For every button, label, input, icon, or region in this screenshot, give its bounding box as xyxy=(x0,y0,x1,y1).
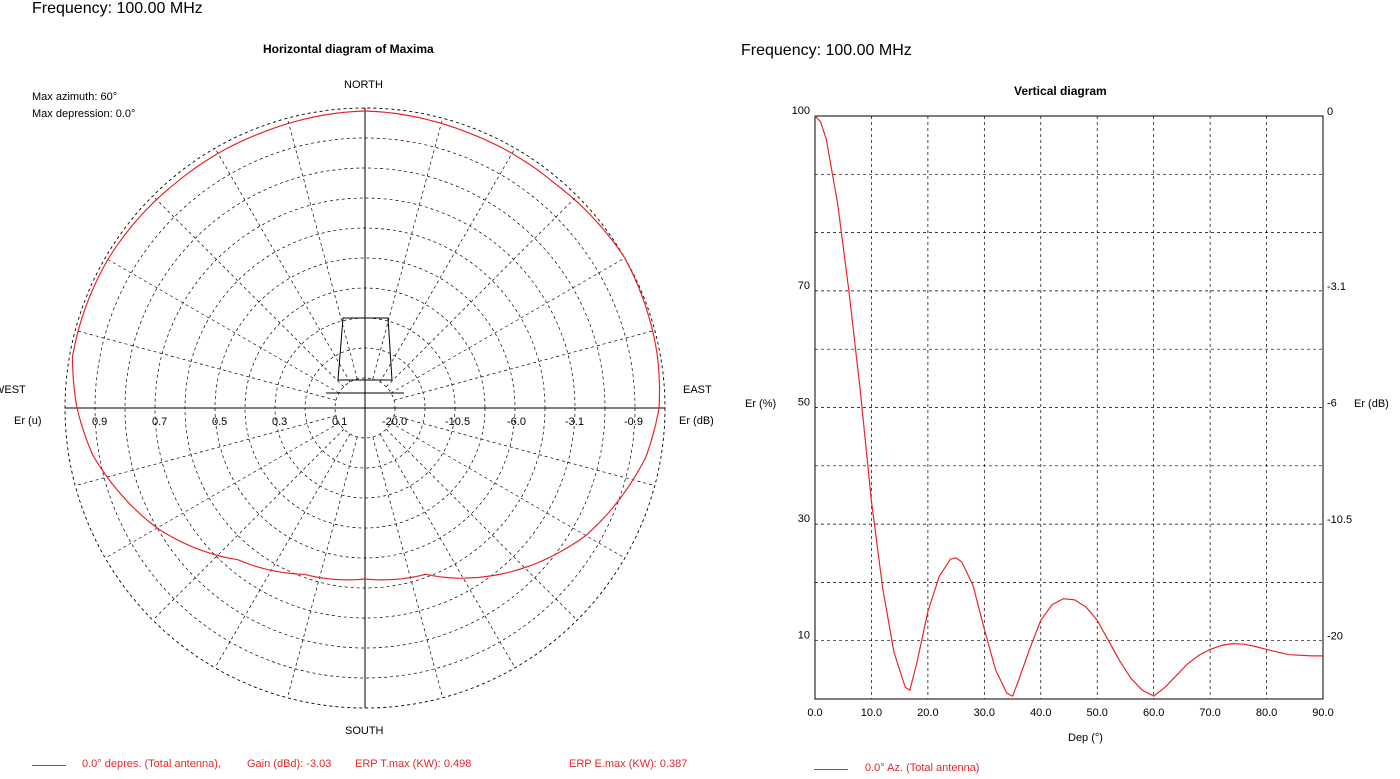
y-tick-label-right: -10.5 xyxy=(1327,514,1352,526)
polar-tick-label-right: -20.0 xyxy=(382,416,407,428)
polar-spoke xyxy=(105,422,340,559)
er-db-label: Er (dB) xyxy=(679,415,714,427)
south-label: SOUTH xyxy=(345,725,384,737)
right-frequency-label: Frequency: 100.00 MHz xyxy=(741,42,912,59)
y-tick-label-right: -3.1 xyxy=(1327,281,1346,293)
vertical-series-line xyxy=(814,115,1323,697)
y-tick-label-right: 0 xyxy=(1327,106,1333,118)
polar-spoke xyxy=(372,436,443,698)
polar-spoke xyxy=(75,415,337,486)
polar-tick-label-right: -0.9 xyxy=(624,416,643,428)
right-legend-swatch xyxy=(814,769,848,770)
x-tick-label: 90.0 xyxy=(1312,707,1333,719)
left-chart-title: Horizontal diagram of Maxima xyxy=(263,42,434,56)
east-label: EAST xyxy=(683,384,712,396)
x-tick-label: 80.0 xyxy=(1256,707,1277,719)
polar-tick-label-left: 0.5 xyxy=(212,416,227,428)
er-u-label: Er (u) xyxy=(14,415,42,427)
polar-tick-label-right: -3.1 xyxy=(565,416,584,428)
y-tick-label-left: 100 xyxy=(792,105,810,117)
polar-spoke xyxy=(379,148,516,383)
left-legend-gain: Gain (dBd): -3.03 xyxy=(247,758,332,770)
polar-spoke xyxy=(385,195,578,388)
polar-spoke xyxy=(287,118,358,380)
x-tick-label: 60.0 xyxy=(1143,707,1164,719)
max-azimuth-label: Max azimuth: 60° xyxy=(32,91,118,103)
right-legend-series: 0.0° Az. (Total antenna) xyxy=(865,762,980,774)
polar-spoke xyxy=(75,330,337,401)
x-tick-label: 20.0 xyxy=(917,707,938,719)
polar-tick-label-right: -10.5 xyxy=(445,416,470,428)
polar-spoke xyxy=(214,148,351,383)
west-label: WEST xyxy=(0,384,26,396)
polar-tick-label-left: 0.3 xyxy=(272,416,287,428)
plot-frame xyxy=(814,115,1324,700)
polar-spoke xyxy=(214,433,351,668)
north-label: NORTH xyxy=(344,79,383,91)
polar-tick-label-right: -6.0 xyxy=(507,416,526,428)
polar-spoke xyxy=(105,257,340,394)
polar-spoke xyxy=(152,428,345,621)
y-tick-label-right: -6 xyxy=(1327,398,1337,410)
x-tick-label: 40.0 xyxy=(1030,707,1051,719)
x-tick-label: 70.0 xyxy=(1199,707,1220,719)
polar-spoke xyxy=(372,118,443,380)
polar-spoke xyxy=(287,436,358,698)
polar-spoke xyxy=(385,428,578,621)
y-tick-label-left: 70 xyxy=(798,280,810,292)
left-legend-swatch xyxy=(32,765,66,766)
left-frequency-label: Frequency: 100.00 MHz xyxy=(32,0,203,17)
polar-chart: 0.9 0.7 0.5 0.3 0.1 -20.0 -10.5 -6.0 -3.1 -0.9 xyxy=(64,107,666,709)
x-tick-label: 0.0 xyxy=(807,707,822,719)
polar-spoke xyxy=(393,330,655,401)
polar-series-line xyxy=(71,110,661,581)
left-legend-series: 0.0° depres. (Total antenna), xyxy=(82,758,221,770)
right-ylabel-left: Er (%) xyxy=(745,398,777,410)
right-chart-title: Vertical diagram xyxy=(1014,84,1107,98)
polar-spoke xyxy=(393,415,655,486)
right-ylabel-right: Er (dB) xyxy=(1354,398,1389,410)
max-depression-label: Max depression: 0.0° xyxy=(32,108,136,120)
left-legend-erp-e: ERP E.max (KW): 0.387 xyxy=(569,758,688,770)
x-tick-label: 30.0 xyxy=(974,707,995,719)
right-xlabel: Dep (°) xyxy=(1068,732,1103,744)
polar-spoke xyxy=(152,195,345,388)
left-legend-erp-t: ERP T.max (KW): 0.498 xyxy=(355,758,472,770)
antenna-sketch xyxy=(337,317,393,381)
polar-spoke xyxy=(390,257,625,394)
polar-tick-label-left: 0.1 xyxy=(332,416,347,428)
polar-spoke xyxy=(379,433,516,668)
y-tick-label-left: 30 xyxy=(798,513,810,525)
y-tick-label-right: -20 xyxy=(1327,631,1343,643)
polar-tick-label-left: 0.9 xyxy=(92,416,107,428)
x-tick-label: 10.0 xyxy=(861,707,882,719)
polar-tick-label-left: 0.7 xyxy=(152,416,167,428)
x-tick-label: 50.0 xyxy=(1087,707,1108,719)
y-tick-label-left: 10 xyxy=(798,630,810,642)
y-tick-label-left: 50 xyxy=(798,397,810,409)
